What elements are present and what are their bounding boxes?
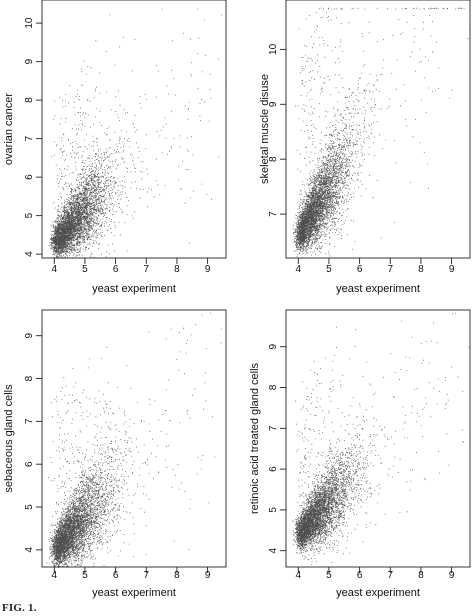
y-tick-label: 9: [268, 101, 279, 107]
x-tick-label: 9: [205, 264, 211, 275]
scatter-point-cloud: [292, 312, 471, 565]
plot-frame: [285, 309, 471, 568]
y-tick-label: 6: [24, 174, 35, 180]
scatter-point-cloud: [48, 8, 227, 259]
x-tick-label: 8: [418, 264, 424, 275]
scatter-figure: 4 5 6 7 8 9 4 5 6 7 8 9 10 yeast experiment ovarian ca…: [3, 0, 471, 599]
y-tick-label: 7: [268, 211, 279, 217]
x-tick-label: 8: [418, 570, 424, 581]
y-tick-label: 8: [24, 97, 35, 103]
scatter-point-cloud: [46, 312, 222, 568]
y-tick-label: 9: [24, 58, 35, 64]
x-axis-label: yeast experiment: [92, 587, 176, 599]
plot-frame: [41, 309, 227, 568]
y-axis-label: sebaceous gland cells: [3, 384, 15, 493]
x-axis-label: yeast experiment: [336, 587, 420, 599]
y-tick-label: 7: [24, 135, 35, 141]
x-tick-label: 4: [295, 264, 301, 275]
y-axis-label: retinoic acid treated gland cells: [249, 362, 261, 514]
plot-frame: [285, 0, 471, 259]
scatter-panel-3: 4 5 6 7 8 9 4 5 6 7 8 9 yeast experiment sebaceous gl…: [3, 309, 227, 599]
x-tick-label: 9: [205, 570, 211, 581]
x-tick-label: 5: [326, 264, 332, 275]
x-tick-label: 8: [174, 570, 180, 581]
y-tick-label: 8: [268, 384, 279, 390]
x-tick-label: 5: [82, 570, 88, 581]
x-tick-label: 7: [143, 264, 149, 275]
x-tick-label: 6: [357, 264, 363, 275]
x-tick-label: 7: [387, 570, 393, 581]
y-tick-label: 6: [268, 466, 279, 472]
x-tick-label: 6: [113, 264, 119, 275]
figure-caption: FIG. 1.: [2, 603, 37, 614]
y-tick-label: 6: [24, 461, 35, 467]
y-tick-label: 8: [24, 375, 35, 381]
y-tick-label: 9: [268, 343, 279, 349]
x-tick-label: 7: [143, 570, 149, 581]
y-tick-label: 9: [24, 332, 35, 338]
y-tick-label: 10: [24, 17, 35, 29]
x-tick-label: 5: [326, 570, 332, 581]
plot-frame: [41, 0, 227, 259]
y-tick-label: 4: [24, 547, 35, 553]
data-points: [46, 312, 222, 568]
x-tick-label: 8: [174, 264, 180, 275]
y-tick-label: 7: [268, 425, 279, 431]
y-tick-label: 10: [268, 43, 279, 55]
y-tick-label: 5: [24, 212, 35, 218]
caption-strip: FIG. 1.: [0, 603, 474, 616]
scatter-panel-4: 4 5 6 7 8 9 4 5 6 7 8 9 yeast experiment retinoic aci…: [249, 309, 471, 599]
x-tick-label: 7: [387, 264, 393, 275]
scatter-panel-2: 4 5 6 7 8 9 7 8 9 10 yeast experiment skeletal musc…: [259, 0, 471, 295]
x-tick-label: 9: [449, 264, 455, 275]
x-tick-label: 4: [295, 570, 301, 581]
x-tick-label: 4: [51, 264, 57, 275]
y-tick-label: 7: [24, 418, 35, 424]
data-points: [48, 8, 227, 259]
x-tick-label: 9: [449, 570, 455, 581]
x-tick-label: 4: [51, 570, 57, 581]
x-axis-label: yeast experiment: [92, 283, 176, 295]
scatter-panel-1: 4 5 6 7 8 9 4 5 6 7 8 9 10 yeast experiment ovarian ca…: [3, 0, 227, 295]
y-tick-label: 5: [24, 504, 35, 510]
x-axis-label: yeast experiment: [336, 283, 420, 295]
y-tick-label: 4: [24, 251, 35, 257]
y-tick-label: 5: [268, 507, 279, 513]
y-tick-label: 4: [268, 547, 279, 553]
scatter-point-cloud: [292, 7, 471, 259]
y-axis-label: skeletal muscle disuse: [259, 74, 271, 184]
data-points: [292, 312, 471, 565]
x-tick-label: 6: [357, 570, 363, 581]
x-tick-label: 6: [113, 570, 119, 581]
y-axis-label: ovarian cancer: [3, 93, 15, 165]
x-tick-label: 5: [82, 264, 88, 275]
data-points: [292, 7, 471, 259]
y-tick-label: 8: [268, 156, 279, 162]
